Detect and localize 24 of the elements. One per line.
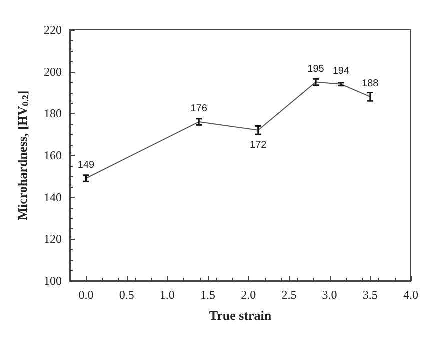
y-tick-label: 180 bbox=[44, 106, 62, 121]
data-label: 195 bbox=[308, 64, 325, 75]
x-tick-label: 3.0 bbox=[322, 288, 338, 302]
y-axis-title: Microhardness, [HV0.2] bbox=[15, 90, 30, 220]
x-tick-label: 1.5 bbox=[200, 288, 216, 302]
x-tick-label: 0.0 bbox=[78, 288, 94, 302]
data-label: 194 bbox=[332, 66, 350, 77]
y-tick-label: 200 bbox=[44, 64, 62, 79]
x-tick-label: 2.0 bbox=[241, 288, 256, 302]
data-label: 176 bbox=[190, 104, 208, 115]
y-tick-label: 220 bbox=[44, 23, 62, 37]
x-tick-label: 0.5 bbox=[119, 288, 134, 302]
x-tick-label: 4.0 bbox=[404, 288, 418, 302]
y-tick-label: 100 bbox=[44, 274, 62, 288]
data-label: 149 bbox=[78, 160, 96, 172]
x-tick-label: 3.5 bbox=[362, 288, 378, 302]
data-label: 172 bbox=[250, 140, 268, 151]
y-tick-label: 120 bbox=[44, 232, 62, 246]
data-label: 188 bbox=[362, 78, 380, 90]
x-tick-label: 2.5 bbox=[282, 288, 297, 302]
y-tick-label: 140 bbox=[44, 190, 62, 204]
x-axis-title: True strain bbox=[209, 308, 272, 323]
y-tick-label: 160 bbox=[44, 148, 62, 162]
x-tick-label: 1.0 bbox=[160, 288, 175, 302]
